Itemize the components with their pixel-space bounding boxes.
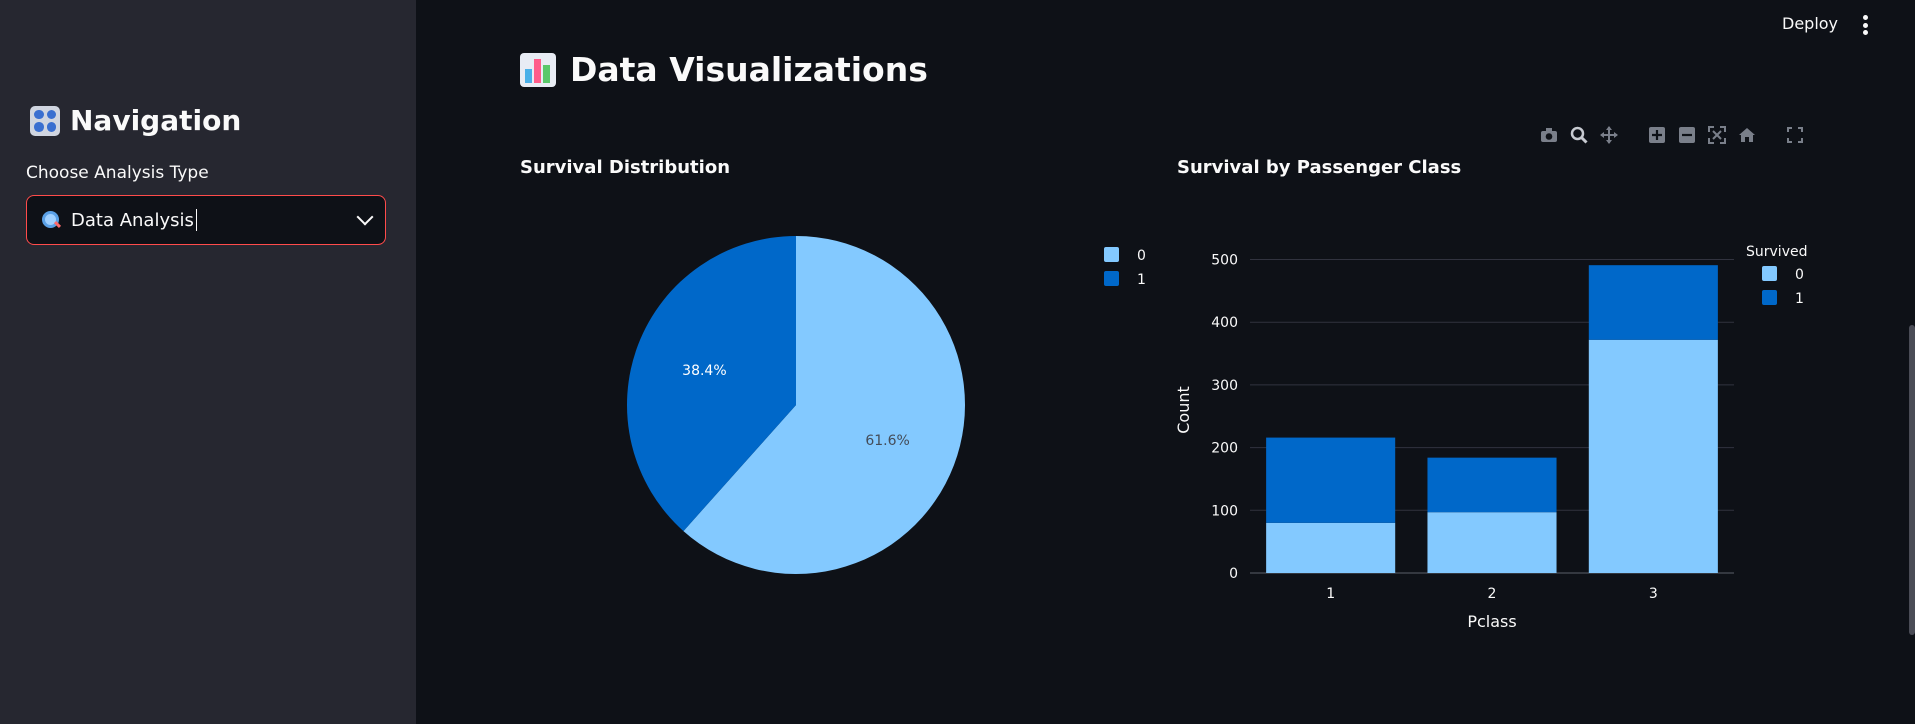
analysis-type-label: Choose Analysis Type [26, 163, 209, 183]
text-cursor [195, 209, 197, 231]
camera-icon[interactable] [1538, 124, 1560, 146]
zoom-icon[interactable] [1568, 124, 1590, 146]
bar-3-survived-0[interactable] [1588, 339, 1718, 573]
bar-x-tick-label: 3 [1649, 586, 1658, 602]
analysis-type-value: Data Analysis [71, 209, 194, 231]
analysis-type-select[interactable]: Data Analysis [26, 195, 386, 245]
bar-y-tick-label: 400 [1211, 315, 1238, 331]
page-scrollbar[interactable] [1909, 325, 1915, 635]
bar-y-tick-label: 500 [1211, 253, 1238, 269]
bar-legend: Survived 0 1 [1746, 244, 1807, 307]
zoom-out-icon[interactable] [1676, 124, 1698, 146]
chevron-down-icon[interactable] [356, 208, 374, 226]
bar-2-survived-0[interactable] [1427, 512, 1557, 573]
bar-x-tick-label: 2 [1488, 586, 1497, 602]
fullscreen-icon[interactable] [1784, 124, 1806, 146]
page-title: Data Visualizations [520, 50, 928, 89]
sidebar: Navigation Choose Analysis Type Data Ana… [0, 0, 416, 724]
autoscale-icon[interactable] [1706, 124, 1728, 146]
pie-legend-swatch-1[interactable] [1104, 271, 1119, 286]
modebar-spacer [1628, 124, 1638, 146]
main-menu-icon[interactable] [1862, 15, 1868, 35]
pan-icon[interactable] [1598, 124, 1620, 146]
sidebar-title-text: Navigation [70, 104, 242, 137]
bar-x-axis-title: Pclass [1467, 612, 1516, 631]
pie-legend-label-0: 0 [1137, 248, 1146, 264]
bar-legend-swatch-0[interactable] [1762, 266, 1777, 281]
bar-1-survived-1[interactable] [1266, 437, 1396, 523]
modebar-spacer-2 [1766, 124, 1776, 146]
bar-chart-title: Survival by Passenger Class [1177, 157, 1462, 178]
bar-legend-swatch-1[interactable] [1762, 290, 1777, 305]
plot-modebar [1538, 123, 1806, 147]
bar-1-survived-0[interactable] [1266, 522, 1396, 573]
pie-label-0: 61.6% [865, 433, 909, 449]
deploy-button[interactable]: Deploy [1782, 14, 1839, 33]
bar-3-survived-1[interactable] [1588, 265, 1718, 340]
sidebar-title: Navigation [30, 104, 241, 137]
pie-chart-title: Survival Distribution [520, 157, 731, 178]
bar-legend-label-0: 0 [1795, 267, 1804, 283]
bar-y-tick-label: 300 [1211, 378, 1238, 394]
bar-y-axis-title: Count [1174, 386, 1193, 434]
bar-y-tick-label: 200 [1211, 441, 1238, 457]
pie-label-1: 38.4% [682, 363, 726, 379]
page-title-text: Data Visualizations [570, 50, 928, 89]
control-knobs-icon [30, 105, 60, 136]
bar-chart[interactable]: 0 100 200 300 400 500 1 2 3 Pclass Count Surviv… [1170, 225, 1810, 645]
bar-y-tick-label: 0 [1229, 566, 1238, 582]
pie-chart[interactable]: 61.6% 38.4% 0 1 [600, 220, 1160, 590]
bar-x-tick-label: 1 [1326, 586, 1335, 602]
pie-slice-1[interactable] [627, 236, 796, 532]
magnifier-icon [41, 210, 61, 230]
bar-legend-title: Survived [1746, 244, 1807, 260]
pie-legend-label-1: 1 [1137, 272, 1146, 288]
bar-2-survived-1[interactable] [1427, 457, 1557, 513]
bar-chart-icon [520, 52, 556, 87]
bar-y-tick-label: 100 [1211, 503, 1238, 519]
reset-axes-icon[interactable] [1736, 124, 1758, 146]
zoom-in-icon[interactable] [1646, 124, 1668, 146]
pie-legend-swatch-0[interactable] [1104, 247, 1119, 262]
pie-legend: 0 1 [1104, 247, 1146, 288]
pie-slice-0[interactable] [683, 236, 965, 574]
bar-legend-label-1: 1 [1795, 291, 1804, 307]
